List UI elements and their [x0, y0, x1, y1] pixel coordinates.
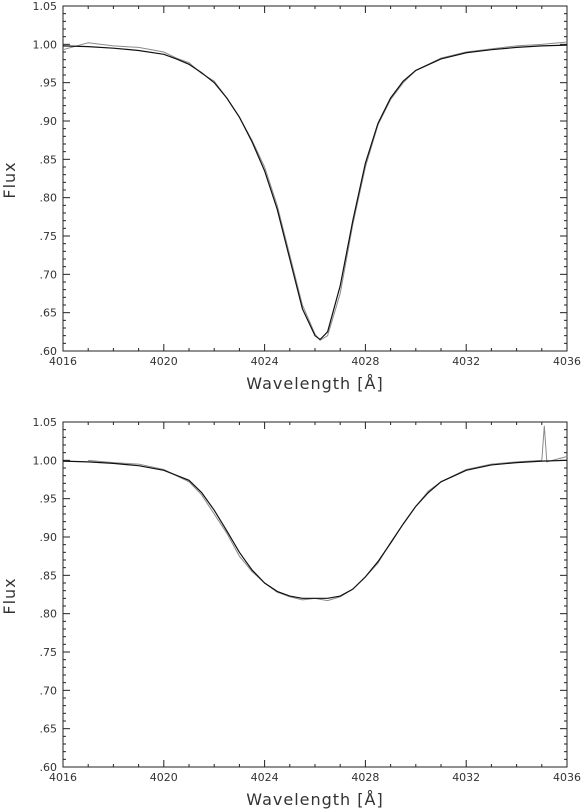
top-y-tick-label: .80	[40, 192, 58, 205]
top-tick-labels: 4016 4020 4024 4028 4032 4036 .60 .65 .70 .75 .80.…	[33, 0, 581, 368]
top-y-tick-label: .60	[40, 345, 58, 358]
bottom-panel: 4016 4020 4024 4028 4032 4036 .60 .65 .70 .75 .80.…	[0, 416, 581, 809]
bottom-x-tick-label: 4028	[351, 771, 379, 784]
top-y-tick-label: .95	[40, 77, 58, 90]
top-y-tick-label: .75	[40, 230, 58, 243]
top-x-tick-label: 4028	[351, 355, 379, 368]
top-x-tick-label: 4016	[49, 355, 77, 368]
top-observed-spectrum	[62, 41, 568, 341]
bottom-x-tick-label: 4036	[553, 771, 581, 784]
top-x-tick-label: 4032	[452, 355, 480, 368]
bottom-y-tick-label: .65	[40, 723, 58, 736]
bottom-y-tick-label: .70	[40, 684, 58, 697]
top-model-profile	[62, 44, 568, 341]
bottom-plot-frame	[62, 421, 568, 768]
bottom-y-tick-label: .85	[40, 569, 58, 582]
top-x-tick-label: 4024	[251, 355, 279, 368]
top-x-axis-label: Wavelength [Å]	[246, 374, 383, 393]
bottom-observed-spectrum	[88, 425, 568, 602]
bottom-ticks	[62, 421, 568, 768]
bottom-model-profile	[62, 459, 568, 599]
top-y-tick-label: .65	[40, 307, 58, 320]
top-ticks	[62, 5, 568, 352]
bottom-y-tick-label: .60	[40, 761, 58, 774]
bottom-y-tick-label: 1.00	[33, 454, 58, 467]
bottom-x-tick-label: 4020	[150, 771, 178, 784]
bottom-y-axis-label: Flux	[0, 577, 19, 614]
top-y-axis-label: Flux	[0, 161, 19, 198]
bottom-x-tick-label: 4016	[49, 771, 77, 784]
bottom-y-tick-label: .75	[40, 646, 58, 659]
top-plot-frame	[62, 5, 568, 352]
top-panel: 4016 4020 4024 4028 4032 4036 .60 .65 .70 .75 .80.…	[0, 0, 581, 393]
bottom-y-tick-label: .90	[40, 531, 58, 544]
bottom-x-tick-label: 4024	[251, 771, 279, 784]
bottom-x-axis-label: Wavelength [Å]	[246, 790, 383, 809]
top-y-tick-label: .85	[40, 153, 58, 166]
bottom-y-tick-label: .95	[40, 493, 58, 506]
top-y-tick-label: .70	[40, 268, 58, 281]
top-y-tick-label: .90	[40, 115, 58, 128]
bottom-tick-labels: 4016 4020 4024 4028 4032 4036 .60 .65 .70 .75 .80.…	[33, 416, 581, 784]
top-x-tick-label: 4036	[553, 355, 581, 368]
bottom-y-tick-label: .80	[40, 608, 58, 621]
top-x-tick-label: 4020	[150, 355, 178, 368]
bottom-y-tick-label: 1.05	[33, 416, 58, 429]
bottom-x-tick-label: 4032	[452, 771, 480, 784]
top-y-tick-label: 1.05	[33, 0, 58, 13]
top-y-tick-label: 1.00	[33, 38, 58, 51]
